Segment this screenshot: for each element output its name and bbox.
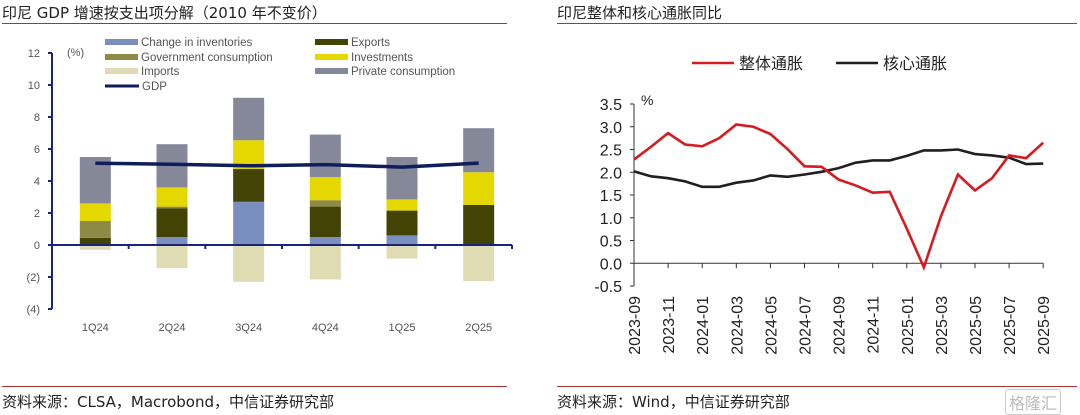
y-tick-label: 4 bbox=[34, 176, 40, 188]
y-tick-label: 3.5 bbox=[600, 97, 622, 114]
bar-segment bbox=[156, 187, 188, 207]
y-tick-label: 8 bbox=[34, 112, 40, 124]
gdp-decomposition-chart: 12 10 8 6 4 2 0 (2) (4) (%) 1Q24 2Q24 3Q24 4Q24 1Q25 2Q… bbox=[27, 37, 513, 334]
legend-swatch bbox=[315, 39, 348, 45]
bar-segment bbox=[233, 169, 265, 202]
legend-label: Imports bbox=[141, 66, 180, 78]
legend-swatch bbox=[105, 54, 138, 60]
x-tick-label: 2024-05 bbox=[763, 296, 780, 355]
bar-segment bbox=[79, 237, 111, 245]
bar-segment bbox=[79, 221, 111, 238]
left-source: 资料来源：CLSA，Macrobond，中信证券研究部 bbox=[2, 393, 335, 411]
x-tick-label: 2023-09 bbox=[627, 296, 644, 355]
right-title-rule bbox=[557, 23, 1077, 24]
x-tick-label: 2024-01 bbox=[695, 296, 712, 355]
y-tick-label: 10 bbox=[28, 80, 40, 92]
right-source: 资料来源：Wind，中信证券研究部 bbox=[557, 393, 790, 411]
legend-swatch bbox=[105, 68, 138, 74]
bar-segment bbox=[79, 203, 111, 221]
bar-segment bbox=[463, 128, 495, 173]
bar-segment bbox=[386, 245, 418, 259]
bar-segment bbox=[309, 134, 341, 177]
inflation-chart: 3.5 3.0 2.5 2.0 1.5 1.0 0.5 0.0 -0.5% 2023-09 2023… bbox=[594, 55, 1053, 355]
series-line bbox=[633, 148, 1044, 189]
right-source-rule bbox=[557, 386, 1077, 387]
bar-segment bbox=[156, 208, 188, 237]
x-tick-label: 2025-07 bbox=[1002, 296, 1019, 355]
left-source-rule bbox=[2, 386, 507, 387]
watermark-logo: 格隆汇 bbox=[1005, 389, 1062, 415]
right-chart-title: 印尼整体和核心通胀同比 bbox=[557, 4, 723, 22]
legend-label: Change in inventories bbox=[141, 37, 252, 49]
legend-label: GDP bbox=[142, 81, 167, 93]
x-tick-label: 2025-05 bbox=[968, 296, 985, 355]
x-tick-label: 4Q24 bbox=[312, 322, 339, 334]
x-tick-label: 3Q24 bbox=[235, 322, 262, 334]
y-tick-label: (4) bbox=[27, 304, 40, 316]
left-title-rule bbox=[2, 23, 507, 24]
x-tick-label: 2Q24 bbox=[159, 322, 186, 334]
bar-segment bbox=[309, 177, 341, 201]
y-tick-label: 0 bbox=[34, 240, 40, 252]
legend-label: Private consumption bbox=[351, 66, 455, 78]
bar-segment bbox=[79, 245, 111, 250]
bar-segment bbox=[386, 235, 418, 245]
legend-label: Investments bbox=[351, 52, 413, 64]
x-tick-label: 2025-09 bbox=[1036, 296, 1053, 355]
bar-segment bbox=[309, 200, 341, 207]
x-tick-label: 2025-03 bbox=[934, 296, 951, 355]
bar-segment bbox=[386, 157, 418, 200]
x-tick-label: 2025-01 bbox=[900, 296, 917, 355]
bar-segment bbox=[386, 199, 418, 211]
x-tick-label: 2024-07 bbox=[798, 296, 815, 355]
x-tick-label: 2024-03 bbox=[729, 296, 746, 355]
y-axis-unit: % bbox=[641, 92, 653, 108]
x-tick-label: 1Q24 bbox=[82, 322, 109, 334]
bar-segment bbox=[156, 206, 188, 209]
bar-segment bbox=[156, 237, 188, 245]
bar-segment bbox=[233, 245, 265, 282]
legend-label: Exports bbox=[351, 37, 390, 49]
gdp-line bbox=[95, 161, 479, 169]
legend-label: 核心通胀 bbox=[883, 55, 947, 73]
bar-segment bbox=[463, 245, 495, 281]
y-tick-label: 0.5 bbox=[600, 234, 622, 251]
x-tick-label: 1Q25 bbox=[389, 322, 416, 334]
bar-segment bbox=[309, 237, 341, 245]
y-tick-label: 3.0 bbox=[600, 120, 622, 137]
x-tick-label: 2024-09 bbox=[832, 296, 849, 355]
y-tick-label: -0.5 bbox=[594, 279, 622, 296]
legend-label: Government consumption bbox=[141, 52, 273, 64]
y-tick-label: 2.5 bbox=[600, 143, 622, 160]
y-tick-label: 12 bbox=[28, 48, 40, 60]
legend-swatch bbox=[315, 54, 348, 60]
legend-label: 整体通胀 bbox=[739, 55, 803, 73]
bar-segment bbox=[309, 245, 341, 280]
y-tick-label: 6 bbox=[34, 144, 40, 156]
bar-segment bbox=[233, 201, 265, 245]
x-tick-label: 2023-11 bbox=[661, 296, 678, 354]
series-line bbox=[633, 123, 1045, 271]
y-tick-label: 2 bbox=[34, 208, 40, 220]
y-tick-label: 1.5 bbox=[600, 188, 622, 205]
bar-segment bbox=[309, 206, 341, 237]
x-tick-label: 2Q25 bbox=[465, 322, 492, 334]
bar-segment bbox=[463, 172, 495, 205]
y-tick-label: (2) bbox=[27, 272, 40, 284]
bar-segment bbox=[233, 97, 265, 141]
y-axis-unit: (%) bbox=[67, 47, 84, 59]
bar-segment bbox=[463, 205, 495, 245]
x-tick-label: 2024-11 bbox=[866, 296, 883, 354]
bar-segment bbox=[156, 245, 188, 269]
y-tick-label: 0.0 bbox=[600, 256, 622, 273]
bar-segment bbox=[386, 210, 418, 236]
left-chart-title: 印尼 GDP 增速按支出项分解（2010 年不变价） bbox=[2, 4, 327, 22]
legend-swatch bbox=[315, 68, 348, 74]
y-tick-label: 2.0 bbox=[600, 165, 622, 182]
legend-swatch bbox=[105, 39, 138, 45]
y-tick-label: 1.0 bbox=[600, 211, 622, 228]
